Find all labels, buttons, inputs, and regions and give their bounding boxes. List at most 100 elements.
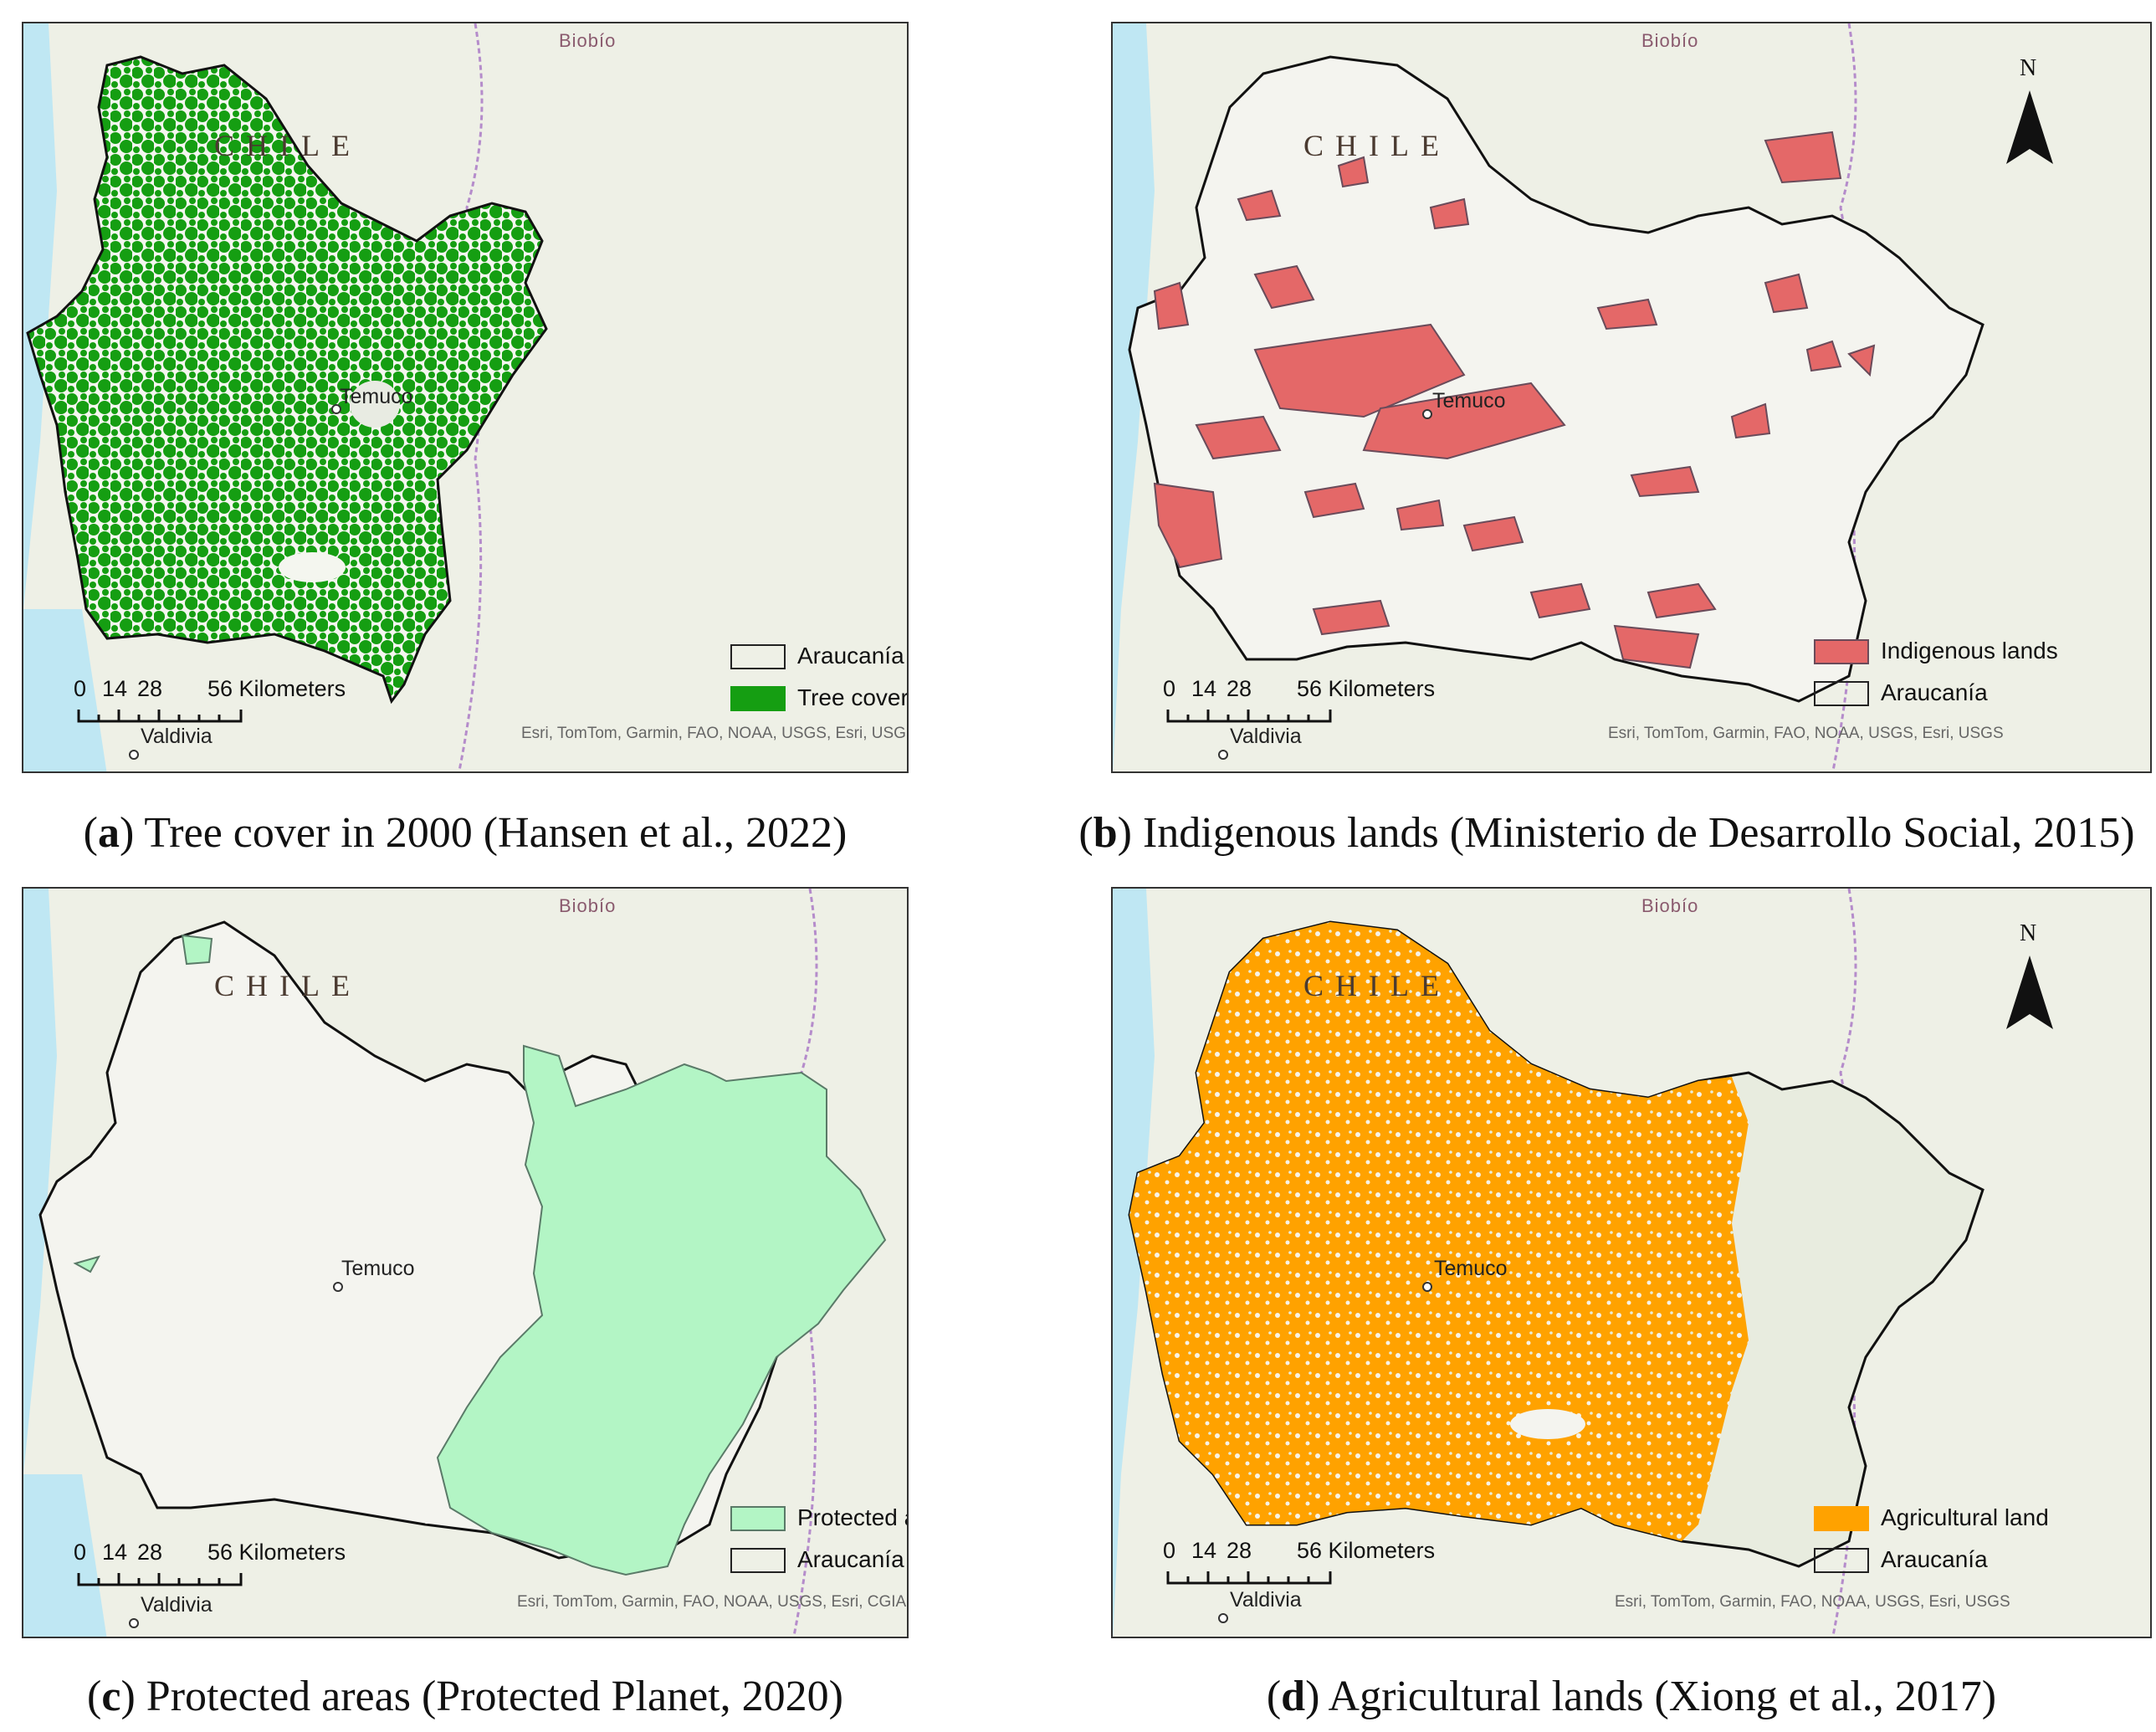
scale-label-56: 56 Kilometers [207,676,346,701]
ocean [23,23,57,609]
map-agricultural-lands: Biobío CHILE Temuco Valdivia N 0 14 28 5… [1111,887,2152,1638]
caption-letter: a [97,809,120,857]
region-label: Biobío [559,30,617,51]
ocean [23,889,57,1474]
legend-swatch-protected [730,1506,786,1531]
legend-swatch-boundary [730,1548,786,1573]
scale-label-0: 0 [74,676,87,701]
north-letter: N [2020,55,2037,81]
scale-label-0: 0 [1163,1538,1176,1563]
scale-label-0: 0 [1163,676,1176,701]
legend-label: Araucanía [797,1546,904,1572]
lake [279,552,346,582]
scale-label-28: 28 [1227,1538,1252,1563]
country-label: CHILE [214,129,361,162]
scale-label-14: 14 [1191,1538,1217,1563]
scale-label-56: 56 Kilometers [1297,1538,1436,1563]
scale-label-14: 14 [1191,676,1217,701]
region-label: Biobío [559,895,617,916]
protected-area [436,1044,887,1576]
scale-ticks [1166,1571,1332,1585]
caption: (b) Indigenous lands (Ministerio de Desa… [1078,809,2135,857]
map-canvas [1113,23,1984,771]
map-canvas [23,889,887,1637]
border-line [792,889,818,1637]
legend-swatch-tree-cover [730,686,786,711]
attribution: Esri, TomTom, Garmin, FAO, NOAA, USGS, E… [1608,725,2004,742]
ocean [1113,23,1155,771]
legend-swatch-boundary [1814,681,1869,706]
araucania-boundary [26,55,548,705]
legend-label: Araucanía [797,643,904,669]
legend-label: Araucanía [1881,1546,1988,1572]
city-valdivia: Valdivia [1230,1588,1302,1612]
map-protected-areas: Biobío CHILE Temuco Valdivia N 0 14 28 5… [22,887,909,1638]
legend-label: Tree cover 2000 [797,684,909,710]
city-dot [1218,1613,1228,1623]
caption: (d) Agricultural lands (Xiong et al., 20… [1266,1673,1997,1720]
north-arrow-icon [2006,956,2053,1029]
caption-letter: c [101,1673,121,1720]
map-canvas [1113,889,1984,1637]
scale-label-14: 14 [102,1540,128,1565]
scale-label-56: 56 Kilometers [1297,676,1436,701]
city-temuco: Temuco [1432,389,1506,413]
legend-swatch-boundary [1814,1548,1869,1573]
legend-label: Protected areas [797,1504,907,1530]
country-label: CHILE [214,969,361,1002]
map-indigenous-lands: Biobío CHILE Temuco Valdivia N 0 14 28 5… [1111,22,2152,773]
caption-text: ) Indigenous lands (Ministerio de Desarr… [1117,809,2135,857]
scale-ticks [1166,710,1332,723]
legend-label: Araucanía [1881,679,1988,705]
scale-label-56: 56 Kilometers [207,1540,346,1565]
city-dot [1422,409,1432,419]
country-label: CHILE [1303,129,1451,162]
city-dot [331,404,341,414]
city-dot [1218,750,1228,760]
city-dot [333,1282,343,1292]
caption-text: ) Protected areas (Protected Planet, 202… [120,1673,843,1720]
indigenous-parcels [1153,131,1876,669]
city-valdivia: Valdivia [141,725,213,748]
legend-label: Agricultural land [1881,1504,2049,1530]
scale-label-28: 28 [1227,676,1252,701]
region-label: Biobío [1641,30,1699,51]
city-valdivia: Valdivia [141,1593,213,1617]
city-temuco: Temuco [341,1257,415,1280]
volcano [350,381,400,428]
lake [1510,1409,1585,1439]
city-dot [129,1618,139,1628]
caption-text: ) Tree cover in 2000 (Hansen et al., 202… [119,809,848,857]
legend-label: Indigenous lands [1881,638,2058,664]
region-label: Biobío [1641,895,1699,916]
agricultural-land [1129,922,1749,1541]
legend-swatch-boundary [730,644,786,669]
scale-label-14: 14 [102,676,128,701]
scale-label-28: 28 [137,1540,163,1565]
attribution: Esri, TomTom, Garmin, FAO, NOAA, USGS, E… [517,1593,909,1611]
legend-swatch-indigenous [1814,639,1869,664]
city-temuco: Temuco [1434,1257,1508,1280]
legend-swatch-agricultural [1814,1506,1869,1531]
scale-label-0: 0 [74,1540,87,1565]
scale-ticks [77,710,243,723]
north-arrow-icon [2006,90,2053,164]
araucania-boundary [1128,55,1984,703]
caption-text: ) Agricultural lands (Xiong et al., 2017… [1305,1673,1997,1720]
caption-letter: b [1093,809,1118,857]
caption: (c) Protected areas (Protected Planet, 2… [87,1673,843,1720]
map-canvas [23,23,548,771]
country-label: CHILE [1303,969,1451,1002]
scale-ticks [77,1573,243,1586]
caption: (a) Tree cover in 2000 (Hansen et al., 2… [83,809,848,857]
north-letter: N [2020,920,2037,946]
protected-area-coastal [73,1255,101,1273]
map-tree-cover: Biobío CHILE Temuco Valdivia N 0 14 28 5… [22,22,909,773]
city-valdivia: Valdivia [1230,725,1302,748]
scale-label-28: 28 [137,676,163,701]
city-temuco: Temuco [340,385,413,408]
border-line [458,23,484,771]
city-dot [1422,1282,1432,1292]
city-dot [129,750,139,760]
attribution: Esri, TomTom, Garmin, FAO, NOAA, USGS, E… [521,725,909,742]
